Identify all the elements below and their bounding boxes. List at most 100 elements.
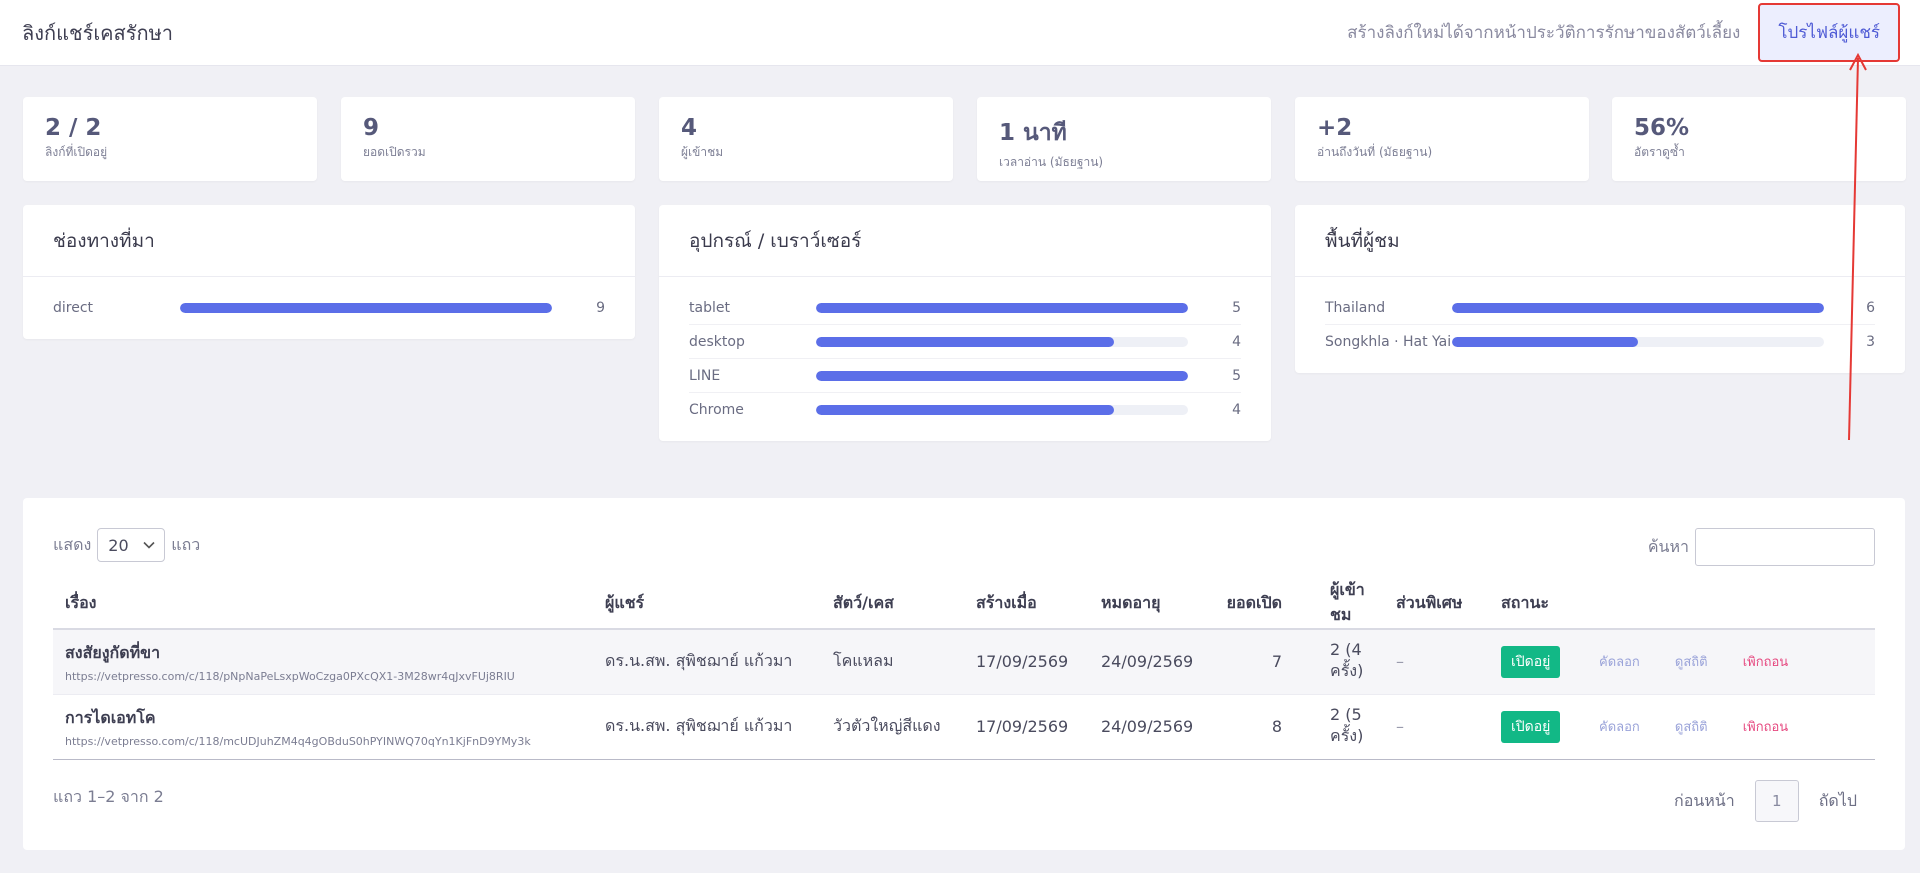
stat-card-read-to-date: +2 อ่านถึงวันที่ (มัธยฐาน) xyxy=(1295,97,1589,181)
stat-card-total-opens: 9 ยอดเปิดรวม xyxy=(341,97,635,181)
copy-link-button[interactable]: คัดลอก xyxy=(1599,655,1640,671)
chevron-down-icon xyxy=(143,541,155,549)
view-stats-button[interactable]: ดูสถิติ xyxy=(1674,720,1708,735)
rows-label: แถว xyxy=(171,534,201,554)
sharer-profile-button[interactable]: โปรไฟล์ผู้แชร์ xyxy=(1758,3,1900,62)
top-bar: ลิงก์แชร์เคสรักษา สร้างลิงก์ใหม่ได้จากหน… xyxy=(0,0,1920,66)
bar-fill xyxy=(816,336,1114,347)
bar-value: 4 xyxy=(1232,333,1241,350)
status-cell: เปิดอยู่ xyxy=(1489,694,1599,760)
table-header-row: เรื่อง ผู้แชร์ สัตว์/เคส สร้างเมื่อ หมดอ… xyxy=(53,578,1875,630)
bar-label: desktop xyxy=(689,333,745,350)
regions-card: พื้นที่ผู้ชม Thailand 6 Songkhla · Hat Y… xyxy=(1295,205,1905,373)
sharer-cell: ดร.น.สพ. สุพิชฌาย์ แก้วมา xyxy=(593,694,821,760)
col-sharer[interactable]: ผู้แชร์ xyxy=(593,578,821,630)
status-badge: เปิดอยู่ xyxy=(1501,645,1561,678)
revoke-link-button[interactable]: เพิกถอน xyxy=(1742,655,1789,671)
status-cell: เปิดอยู่ xyxy=(1489,629,1599,695)
bar-fill xyxy=(180,303,552,313)
col-subject[interactable]: เรื่อง xyxy=(53,578,593,630)
show-label: แสดง xyxy=(53,534,92,554)
created-cell: 17/09/2569 xyxy=(964,629,1089,695)
pagination: ก่อนหน้า 1 ถัดไป xyxy=(1674,780,1857,822)
stat-label: ผู้เข้าชม xyxy=(681,145,724,159)
subject-cell: การไดเอทโค https://vetpresso.com/c/118/m… xyxy=(53,694,593,760)
devices-card: อุปกรณ์ / เบราว์เซอร์ tablet 5 desktop 4… xyxy=(659,205,1271,441)
share-links-table: เรื่อง ผู้แชร์ สัตว์/เคส สร้างเมื่อ หมดอ… xyxy=(53,578,1875,760)
page-size-select[interactable]: 20 xyxy=(97,528,166,562)
page-size-control: แสดง 20 แถว xyxy=(53,528,200,562)
search-input[interactable] xyxy=(1695,528,1875,566)
pet-cell: วัวตัวใหญ่สีแดง xyxy=(821,694,964,760)
col-opens[interactable]: ยอดเปิด xyxy=(1209,578,1294,630)
device-row: LINE 5 xyxy=(689,359,1241,393)
region-row: Thailand 6 xyxy=(1325,291,1875,325)
device-row: Chrome 4 xyxy=(689,393,1241,427)
subject-cell: สงสัยงูกัดที่ขา https://vetpresso.com/c/… xyxy=(53,629,593,695)
stat-label: อัตราดูซ้ำ xyxy=(1634,145,1685,159)
created-cell: 17/09/2569 xyxy=(964,694,1089,760)
top-bar-right: สร้างลิงก์ใหม่ได้จากหน้าประวัติการรักษาข… xyxy=(1347,3,1900,62)
expires-cell: 24/09/2569 xyxy=(1089,694,1209,760)
stat-label: เวลาอ่าน (มัธยฐาน) xyxy=(999,155,1104,169)
stat-value: 1 นาที xyxy=(999,120,1067,146)
table-row: สงสัยงูกัดที่ขา https://vetpresso.com/c/… xyxy=(53,629,1875,695)
stat-card-revisit-rate: 56% อัตราดูซ้ำ xyxy=(1612,97,1906,181)
regions-card-title: พื้นที่ผู้ชม xyxy=(1295,205,1905,277)
prev-page-button[interactable]: ก่อนหน้า xyxy=(1674,790,1735,810)
opens-cell: 7 xyxy=(1209,629,1294,695)
bar-value: 9 xyxy=(596,300,605,316)
col-extras[interactable]: ส่วนพิเศษ xyxy=(1384,578,1489,630)
col-expires[interactable]: หมดอายุ xyxy=(1089,578,1209,630)
col-actions xyxy=(1599,578,1875,630)
share-url: https://vetpresso.com/c/118/pNpNaPeLsxpW… xyxy=(65,669,515,683)
expires-cell: 24/09/2569 xyxy=(1089,629,1209,695)
revoke-link-button[interactable]: เพิกถอน xyxy=(1742,720,1789,735)
stat-card-open-links: 2 / 2 ลิงก์ที่เปิดอยู่ xyxy=(23,97,317,181)
bar-fill xyxy=(816,302,1188,313)
sharer-cell: ดร.น.สพ. สุพิชฌาย์ แก้วมา xyxy=(593,629,821,695)
next-page-button[interactable]: ถัดไป xyxy=(1818,790,1857,810)
device-row: desktop 4 xyxy=(689,325,1241,359)
col-viewers[interactable]: ผู้เข้าชม xyxy=(1294,578,1384,630)
sources-card-title: ช่องทางที่มา xyxy=(23,205,635,277)
view-stats-button[interactable]: ดูสถิติ xyxy=(1674,655,1708,671)
actions-cell: คัดลอก ดูสถิติ เพิกถอน xyxy=(1599,629,1875,695)
copy-link-button[interactable]: คัดลอก xyxy=(1599,720,1640,735)
table-info: แถว 1–2 จาก 2 xyxy=(53,787,164,806)
col-pet[interactable]: สัตว์/เคส xyxy=(821,578,964,630)
create-link-hint: สร้างลิงก์ใหม่ได้จากหน้าประวัติการรักษาข… xyxy=(1347,23,1741,43)
stat-label: ลิงก์ที่เปิดอยู่ xyxy=(45,145,108,159)
bar-label: direct xyxy=(53,300,94,316)
page-size-value: 20 xyxy=(108,535,129,555)
case-subject: การไดเอทโค xyxy=(65,707,156,727)
extras-cell: – xyxy=(1384,629,1489,695)
pet-cell: โคแหลม xyxy=(821,629,964,695)
viewers-cell: 2 (4 ครั้ง) xyxy=(1294,629,1384,695)
stat-value: +2 xyxy=(1317,115,1353,141)
col-created[interactable]: สร้างเมื่อ xyxy=(964,578,1089,630)
region-row: Songkhla · Hat Yai 3 xyxy=(1325,325,1875,359)
bar-fill xyxy=(1452,337,1638,347)
sources-card: ช่องทางที่มา direct 9 xyxy=(23,205,635,339)
col-status[interactable]: สถานะ xyxy=(1489,578,1599,630)
bar-label: Thailand xyxy=(1325,299,1386,316)
page-title: ลิงก์แชร์เคสรักษา xyxy=(22,20,174,45)
stat-card-viewers: 4 ผู้เข้าชม xyxy=(659,97,953,181)
stat-value: 4 xyxy=(681,115,698,141)
bar-fill xyxy=(1452,302,1824,313)
page-number-button[interactable]: 1 xyxy=(1754,780,1799,822)
share-links-table-card: แสดง 20 แถว ค้นหา เรื่อง ผู้แชร์ สัตว์/เ… xyxy=(23,498,1905,850)
bar-value: 5 xyxy=(1232,299,1241,316)
bar-track xyxy=(816,405,1188,415)
bar-label: tablet xyxy=(689,299,730,316)
case-subject: สงสัยงูกัดที่ขา xyxy=(65,642,161,662)
stat-card-read-time: 1 นาที เวลาอ่าน (มัธยฐาน) xyxy=(977,97,1271,181)
table-row: การไดเอทโค https://vetpresso.com/c/118/m… xyxy=(53,694,1875,760)
stat-value: 56% xyxy=(1634,115,1690,141)
bar-fill xyxy=(816,370,1188,381)
stat-label: ยอดเปิดรวม xyxy=(363,145,426,159)
search-control: ค้นหา xyxy=(1648,528,1875,566)
bar-track xyxy=(180,303,552,313)
bar-track xyxy=(1452,302,1824,313)
